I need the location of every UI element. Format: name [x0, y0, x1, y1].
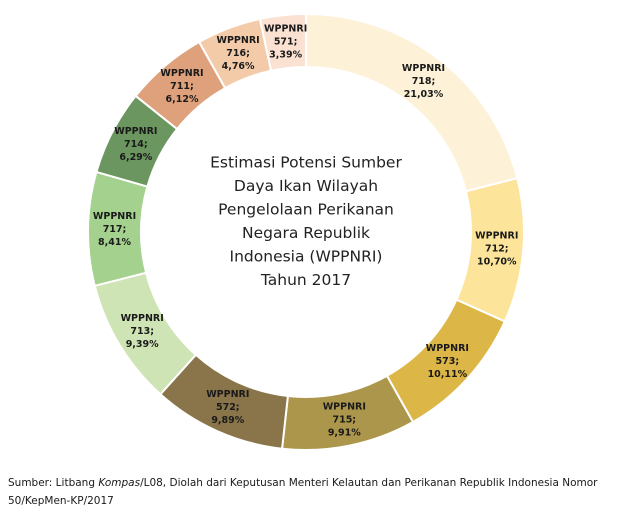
slice-labels: WPPNRI 718; 21,03% WPPNRI 712; 10,70% WPPNRI 57… — [93, 24, 518, 439]
source-suffix: /L08, Diolah dari Keputusan Menteri Kela… — [8, 477, 598, 507]
slice-label-713: WPPNRI 713; 9,39% — [121, 313, 164, 350]
slice-571 — [258, 12, 307, 72]
slice-label-572: WPPNRI 572; 9,89% — [206, 389, 249, 426]
slice-715 — [280, 374, 415, 451]
source-prefix: Sumber: Litbang — [8, 477, 99, 489]
slice-label-711: WPPNRI 711; 6,12% — [160, 68, 203, 105]
chart-title: Estimasi Potensi Sumber Daya Ikan Wilayah… — [210, 153, 402, 289]
donut-slices — [87, 12, 525, 451]
slice-label-714: WPPNRI 714; 6,29% — [114, 126, 157, 163]
source-publication: Kompas — [98, 477, 141, 489]
slice-label-715: WPPNRI 715; 9,91% — [323, 402, 366, 439]
donut-chart: WPPNRI 718; 21,03% WPPNRI 712; 10,70% WPPNRI 57… — [87, 12, 525, 451]
slice-label-718: WPPNRI 718; 21,03% — [402, 63, 445, 100]
slice-label-712: WPPNRI 712; 10,70% — [475, 231, 518, 268]
source-note: Sumber: Litbang Kompas/L08, Diolah dari … — [8, 474, 608, 510]
slice-label-573: WPPNRI 573; 10,11% — [426, 343, 469, 380]
slice-label-571: WPPNRI 571; 3,39% — [264, 24, 307, 61]
slice-label-717: WPPNRI 717; 8,41% — [93, 211, 136, 248]
slice-label-716: WPPNRI 716; 4,76% — [216, 35, 259, 72]
